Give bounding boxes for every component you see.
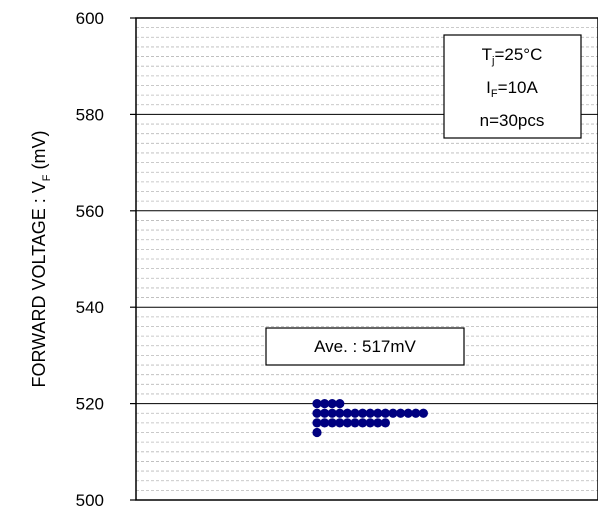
data-point bbox=[335, 408, 345, 418]
data-point bbox=[320, 399, 330, 409]
data-point bbox=[365, 408, 375, 418]
data-point bbox=[373, 418, 383, 428]
plot-frame bbox=[135, 17, 598, 501]
y-axis-ticks: 500 520 540 560 580 600 bbox=[76, 9, 136, 510]
data-point bbox=[312, 408, 322, 418]
data-point bbox=[320, 408, 330, 418]
data-point bbox=[388, 408, 398, 418]
data-point bbox=[312, 418, 322, 428]
y-tick-label: 580 bbox=[76, 105, 104, 124]
data-point bbox=[312, 427, 322, 438]
data-point bbox=[358, 418, 368, 428]
data-point bbox=[335, 399, 345, 409]
data-point bbox=[403, 408, 413, 418]
condition-sample-count: n=30pcs bbox=[480, 111, 545, 130]
data-point bbox=[380, 418, 390, 428]
major-gridlines bbox=[136, 113, 598, 405]
data-point bbox=[327, 399, 337, 409]
data-point bbox=[342, 408, 352, 418]
condition-temperature: Tj=25°C bbox=[482, 45, 543, 67]
condition-current: IF=10A bbox=[486, 78, 538, 100]
average-label: Ave. : 517mV bbox=[314, 337, 416, 356]
y-axis-label-subscript: F bbox=[41, 174, 53, 181]
data-point bbox=[335, 418, 345, 428]
data-point bbox=[380, 408, 390, 418]
y-tick-label: 500 bbox=[76, 491, 104, 510]
y-tick-label: 520 bbox=[76, 395, 104, 414]
data-point bbox=[350, 418, 360, 428]
y-tick-label: 540 bbox=[76, 298, 104, 317]
y-tick-label: 560 bbox=[76, 202, 104, 221]
conditions-box: Tj=25°C IF=10A n=30pcs bbox=[443, 34, 582, 139]
data-point bbox=[418, 408, 428, 418]
data-points bbox=[312, 399, 428, 438]
data-point bbox=[365, 418, 375, 428]
data-point bbox=[342, 418, 352, 428]
data-point bbox=[327, 418, 337, 428]
average-box: Ave. : 517mV bbox=[265, 327, 465, 366]
data-point bbox=[411, 408, 421, 418]
y-axis-label-unit: (mV) bbox=[29, 130, 49, 174]
data-point bbox=[396, 408, 406, 418]
y-axis-label-main: FORWARD VOLTAGE : V bbox=[29, 181, 49, 387]
y-axis-label: FORWARD VOLTAGE : VF (mV) bbox=[29, 130, 53, 387]
average-box-frame bbox=[265, 327, 465, 366]
y-tick-label: 600 bbox=[76, 9, 104, 28]
data-point bbox=[312, 399, 322, 409]
data-point bbox=[327, 408, 337, 418]
data-point bbox=[320, 418, 330, 428]
data-point bbox=[358, 408, 368, 418]
data-point bbox=[373, 408, 383, 418]
conditions-box-frame bbox=[443, 34, 582, 139]
data-point bbox=[350, 408, 360, 418]
